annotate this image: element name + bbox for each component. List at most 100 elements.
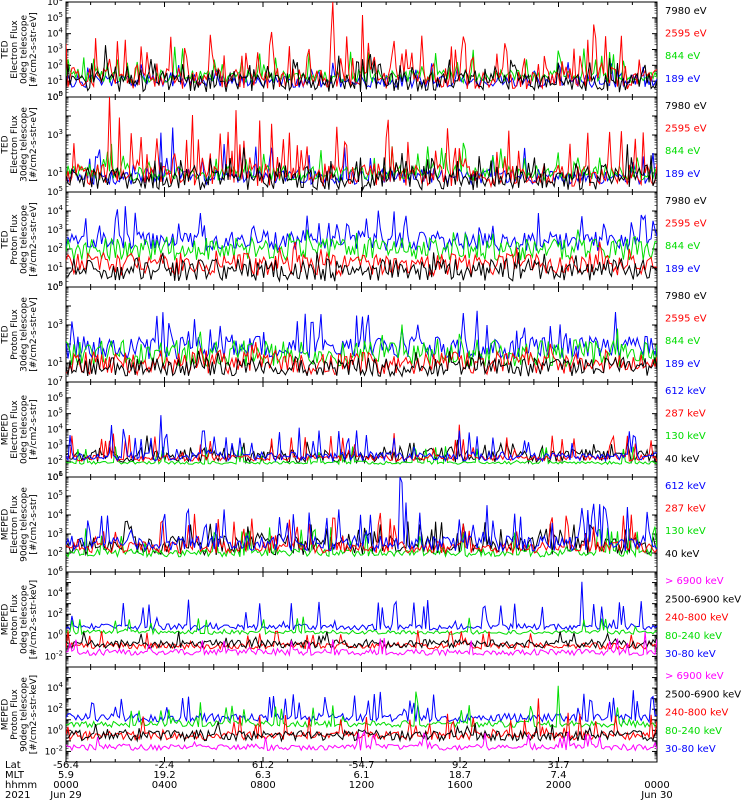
series-trace bbox=[66, 477, 657, 553]
legend-entry: 189 eV bbox=[665, 359, 700, 370]
legend-entry: 130 keV bbox=[665, 526, 706, 537]
footer-row-label: 2021 bbox=[5, 790, 30, 800]
footer-lat: -56.4 bbox=[53, 760, 79, 771]
footer-mlt: 19.2 bbox=[153, 770, 175, 781]
legend-entry: 40 keV bbox=[665, 549, 699, 560]
y-tick-label: 103 bbox=[47, 318, 63, 331]
footer-hhmm: 0000 bbox=[53, 780, 78, 791]
y-tick-label: 103 bbox=[47, 43, 63, 56]
y-tick-label: 106 bbox=[47, 0, 63, 8]
y-axis-label: MEPED Electron Flux 90deg telescope [#/cm2-… bbox=[1, 487, 40, 562]
footer-lat: 9.2 bbox=[452, 760, 468, 771]
y-axis-label-line: [#/cm2-s-str] bbox=[29, 494, 39, 554]
panel-4: 101 103 105 TED Proton Flux 30deg telescope [#… bbox=[1, 280, 707, 383]
footer-lat: -54.7 bbox=[349, 760, 375, 771]
legend-entry: 189 eV bbox=[665, 169, 700, 180]
y-axis-label-line: Proton Flux bbox=[10, 214, 20, 265]
series-trace bbox=[66, 342, 657, 377]
footer-lat: -2.4 bbox=[155, 760, 175, 771]
legend-entry: 844 eV bbox=[665, 336, 700, 347]
y-axis-label: MEPED Proton Flux 90deg telescope [#/cm2-s-… bbox=[1, 675, 40, 754]
legend-entry: 287 keV bbox=[665, 504, 706, 515]
footer-hhmm: 1200 bbox=[349, 780, 374, 791]
y-axis-label-line: [#/cm2-s-str-eV] bbox=[29, 297, 39, 372]
legend-entry: 612 keV bbox=[665, 481, 706, 492]
y-axis-label-line: [#/cm2-s-str-eV] bbox=[29, 12, 39, 87]
footer-mlt: 6.3 bbox=[255, 770, 271, 781]
y-tick-label: 102 bbox=[47, 454, 63, 467]
legend-entry: 7980 eV bbox=[665, 6, 707, 17]
series-trace bbox=[66, 45, 657, 93]
legend-entry: 2500-6900 keV bbox=[665, 689, 741, 700]
series-trace bbox=[66, 630, 657, 651]
y-axis-label-line: Electron Flux bbox=[10, 400, 20, 459]
footer-hhmm: 1600 bbox=[447, 780, 472, 791]
y-tick-label: 101 bbox=[47, 166, 63, 179]
series-trace bbox=[66, 206, 657, 253]
plot-frame bbox=[65, 191, 658, 288]
panel-8: 10-2 100 102 104 MEPED Proton Flux 90deg teles… bbox=[1, 666, 741, 763]
y-axis-label-line: Electron Flux bbox=[10, 495, 20, 554]
y-tick-label: 104 bbox=[47, 423, 63, 436]
footer-hhmm: 2000 bbox=[546, 780, 571, 791]
legend-entry: 2595 eV bbox=[665, 29, 707, 40]
panel-1: 100101102103104105106TEDElectron Flux0de… bbox=[1, 0, 707, 103]
y-axis-label: TED Electron Flux 0deg telescope [#/cm2-s-s… bbox=[1, 12, 40, 87]
y-axis-label: MEPED Proton Flux 0deg telescope [#/cm2-s-s… bbox=[1, 580, 40, 659]
y-axis-label-line: MEPED bbox=[1, 414, 11, 446]
y-axis-label-line: Proton Flux bbox=[10, 309, 20, 360]
footer-date: Jun 29 bbox=[49, 790, 82, 800]
y-tick-label: 105 bbox=[47, 185, 63, 198]
series-trace bbox=[66, 730, 657, 752]
legend-entry: 80-240 keV bbox=[665, 631, 722, 642]
footer-mlt: 18.7 bbox=[449, 770, 471, 781]
legend-entry: 844 eV bbox=[665, 146, 700, 157]
y-tick-label: 106 bbox=[47, 565, 63, 578]
series-trace bbox=[66, 350, 657, 378]
series-trace bbox=[66, 241, 657, 278]
y-tick-label: 10-2 bbox=[45, 649, 63, 662]
footer-hhmm: 0400 bbox=[152, 780, 177, 791]
footer-row-label: MLT bbox=[5, 770, 25, 781]
legend-entry: 2595 eV bbox=[665, 219, 707, 230]
y-axis-label-line: Proton Flux bbox=[10, 689, 20, 740]
legend-entry: 612 keV bbox=[665, 386, 706, 397]
footer-mlt: 6.1 bbox=[354, 770, 370, 781]
y-axis-label-line: TED bbox=[1, 40, 11, 59]
footer-mlt: 7.4 bbox=[551, 770, 567, 781]
y-axis-label-line: 30deg telescope bbox=[20, 107, 30, 182]
footer-mlt: 5.9 bbox=[58, 770, 74, 781]
y-axis-label-line: [#/cm2-s-str-eV] bbox=[29, 202, 39, 277]
y-axis-label-line: MEPED bbox=[1, 604, 11, 636]
y-tick-label: 106 bbox=[47, 391, 63, 404]
series-trace bbox=[66, 720, 657, 743]
y-tick-label: 104 bbox=[47, 27, 63, 40]
y-tick-label: 105 bbox=[47, 11, 63, 24]
y-tick-label: 103 bbox=[47, 438, 63, 451]
y-tick-label: 104 bbox=[47, 204, 63, 217]
y-axis-label-line: [#/cm2-s-str-keV] bbox=[29, 580, 39, 659]
y-axis-label-line: 0deg telescope bbox=[20, 205, 30, 275]
series-trace bbox=[66, 631, 657, 650]
y-tick-label: 104 bbox=[47, 508, 63, 521]
series-trace bbox=[66, 144, 657, 192]
y-tick-label: 102 bbox=[47, 702, 63, 715]
series-trace bbox=[66, 324, 657, 368]
footer-date: Jun 30 bbox=[640, 790, 673, 800]
y-tick-label: 104 bbox=[47, 586, 63, 599]
footer-hhmm: 0000 bbox=[644, 780, 669, 791]
legend-entry: 7980 eV bbox=[665, 101, 707, 112]
y-axis-label-line: 0deg telescope bbox=[20, 395, 30, 465]
y-axis-label-line: MEPED bbox=[1, 699, 11, 731]
y-axis-label: MEPED Electron Flux 0deg telescope [#/cm2-s… bbox=[1, 395, 40, 465]
y-tick-label: 100 bbox=[47, 628, 63, 641]
y-tick-label: 101 bbox=[47, 74, 63, 87]
y-axis-label-line: Electron Flux bbox=[10, 115, 20, 174]
series-trace bbox=[66, 252, 657, 283]
legend-entry: 2500-6900 keV bbox=[665, 594, 741, 605]
legend-entry: > 6900 keV bbox=[665, 671, 724, 682]
panel-7: 10-2 100 102 104 106 MEPED Proton Flux 0deg tel… bbox=[1, 565, 741, 668]
y-axis-label-line: [#/cm2-s-str-keV] bbox=[29, 675, 39, 754]
legend-entry: 30-80 keV bbox=[665, 744, 716, 755]
